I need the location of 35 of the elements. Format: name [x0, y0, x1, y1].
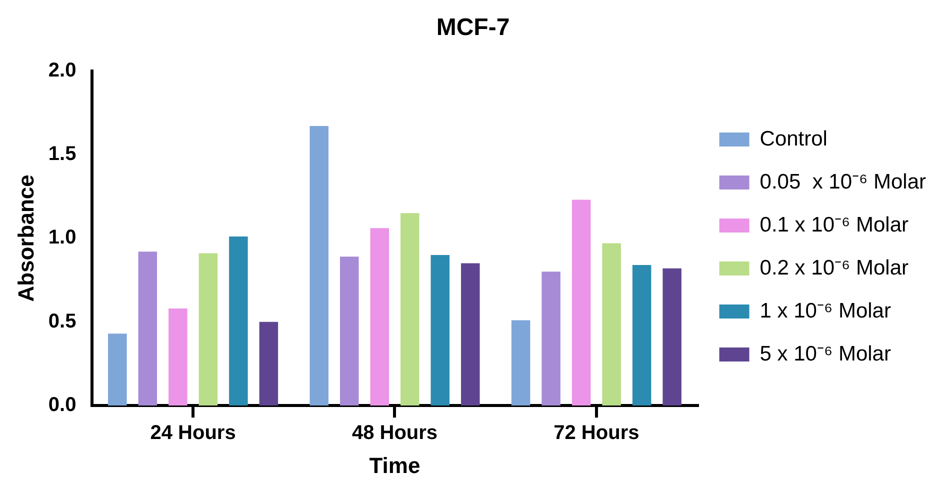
y-tick-label: 2.0 — [48, 59, 76, 82]
bar — [572, 200, 591, 406]
bar — [662, 268, 682, 406]
bar — [460, 263, 480, 406]
bar — [602, 243, 621, 406]
legend-label: 1 x 10⁻⁶ Molar — [760, 299, 891, 322]
legend-label: 0.2 x 10⁻⁶ Molar — [760, 256, 908, 280]
y-axis-title: Absorbance — [13, 174, 38, 302]
bar — [370, 228, 389, 406]
chart-title: MCF-7 — [436, 14, 510, 42]
bar — [138, 252, 158, 406]
bar — [259, 322, 278, 406]
bar — [340, 256, 359, 406]
bar — [542, 272, 560, 406]
y-tick-label: 1.5 — [48, 143, 76, 166]
y-tick-label: 0.5 — [48, 310, 76, 332]
x-tick-label: 72 Hours — [554, 422, 640, 444]
x-tick-label: 48 Hours — [352, 422, 438, 444]
bar — [400, 213, 420, 406]
bar — [229, 236, 248, 406]
y-tick-label: 0.0 — [48, 394, 76, 416]
bar — [310, 126, 328, 406]
x-tick-label: 24 Hours — [150, 422, 236, 444]
bar — [108, 334, 127, 406]
legend-label: 5 x 10⁻⁶ Molar — [760, 342, 891, 366]
legend-label: 0.05 x 10⁻⁶ Molar — [760, 170, 926, 194]
bar — [168, 308, 188, 406]
bar — [632, 264, 652, 406]
legend-label: Control — [760, 127, 828, 150]
legend-label: 0.1 x 10⁻⁶ Molar — [760, 213, 908, 236]
x-axis-title: Time — [369, 452, 420, 478]
y-tick-label: 1.0 — [48, 226, 76, 249]
bar — [430, 254, 450, 406]
bar — [511, 320, 530, 406]
bar — [198, 253, 218, 406]
